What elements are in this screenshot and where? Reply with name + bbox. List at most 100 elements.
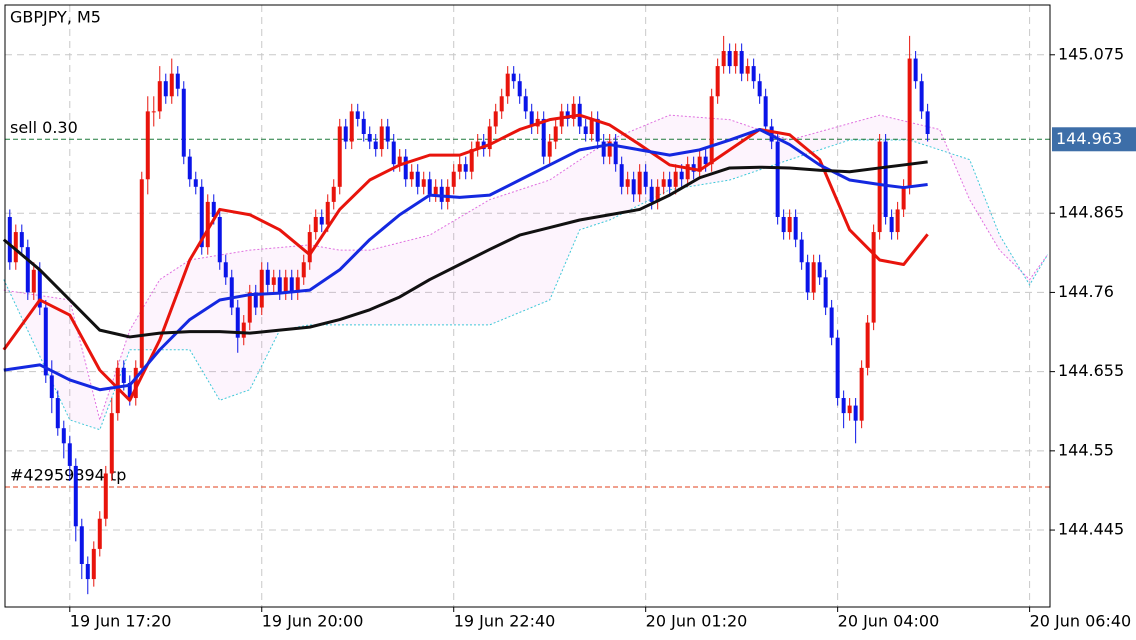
- candle-body: [259, 269, 264, 308]
- candle-body: [337, 126, 342, 187]
- candle-body: [319, 216, 324, 225]
- candle-body: [817, 262, 822, 278]
- candle-body: [847, 405, 852, 414]
- candle-body: [547, 141, 552, 157]
- candle-body: [745, 66, 750, 74]
- candle-body: [487, 126, 492, 150]
- candle-body: [145, 111, 150, 180]
- candle-body: [73, 465, 78, 527]
- candle-body: [115, 367, 120, 414]
- candle-body: [613, 141, 618, 165]
- level-label: #42959894 tp: [10, 466, 126, 485]
- candle-body: [235, 307, 240, 338]
- level-label: sell 0.30: [10, 118, 78, 137]
- candle-body: [871, 232, 876, 323]
- candle-body: [181, 88, 186, 157]
- candle-body: [205, 201, 210, 248]
- candle-body: [343, 126, 348, 142]
- candle-body: [31, 269, 36, 293]
- candle-body: [301, 262, 306, 278]
- candle-body: [865, 322, 870, 368]
- candle-body: [151, 111, 156, 113]
- candle-body: [217, 216, 222, 263]
- chart-title: GBPJPY, M5: [10, 8, 101, 27]
- candle-body: [211, 201, 216, 217]
- candle-body: [751, 66, 756, 82]
- candle-body: [877, 141, 882, 233]
- candle-body: [697, 156, 702, 172]
- candle-body: [193, 179, 198, 187]
- candle-body: [925, 111, 930, 134]
- candle-body: [511, 73, 516, 82]
- candle-body: [739, 51, 744, 74]
- candle-body: [775, 141, 780, 217]
- candle-body: [457, 164, 462, 172]
- candle-body: [601, 141, 606, 157]
- candle-body: [727, 51, 732, 67]
- candle-body: [685, 164, 690, 180]
- candle-body: [649, 186, 654, 202]
- candle-body: [25, 247, 30, 293]
- candle-body: [811, 262, 816, 293]
- candle-body: [91, 548, 96, 580]
- candle-body: [913, 58, 918, 82]
- candle-body: [361, 118, 366, 134]
- candle-body: [619, 164, 624, 187]
- candle-body: [391, 141, 396, 165]
- candle-body: [805, 262, 810, 293]
- candle-body: [757, 81, 762, 97]
- candle-body: [841, 398, 846, 414]
- plot-frame: [4, 4, 1051, 608]
- candle-body: [289, 277, 294, 293]
- y-tick-label: 144.445: [1058, 520, 1124, 539]
- candle-body: [85, 564, 90, 580]
- candle-body: [55, 398, 60, 429]
- y-tick-label: 144.865: [1058, 203, 1124, 222]
- candle-body: [253, 292, 258, 308]
- candle-body: [367, 134, 372, 142]
- candle-body: [7, 216, 12, 263]
- candle-body: [397, 156, 402, 165]
- candle-body: [403, 156, 408, 180]
- candle-body: [283, 277, 288, 293]
- candle-body: [433, 186, 438, 195]
- candle-body: [709, 96, 714, 165]
- candle-body: [427, 179, 432, 195]
- candle-body: [829, 307, 834, 338]
- candle-body: [133, 367, 138, 399]
- indicator-line: [2, 113, 929, 402]
- candle-body: [655, 186, 660, 202]
- candle-body: [889, 216, 894, 233]
- candle-body: [475, 141, 480, 150]
- candle-body: [415, 171, 420, 187]
- x-tick-label: 19 Jun 20:00: [262, 612, 364, 631]
- y-tick-label: 144.76: [1058, 282, 1114, 301]
- candle-body: [49, 375, 54, 399]
- candle-body: [13, 232, 18, 263]
- candle-body: [553, 126, 558, 142]
- candle-body: [853, 405, 858, 421]
- candle-body: [109, 413, 114, 474]
- y-tick-label: 144.655: [1058, 361, 1124, 380]
- price-box: [1052, 127, 1136, 152]
- candle-body: [325, 201, 330, 225]
- candle-body: [373, 141, 378, 150]
- candle-body: [493, 111, 498, 127]
- candle-body: [499, 96, 504, 112]
- candle-body: [895, 209, 900, 233]
- candle-body: [823, 277, 828, 308]
- candle-body: [793, 216, 798, 240]
- plot-layer: sell 0.30 #42959894 tp: [2, 5, 1050, 607]
- candle-body: [439, 186, 444, 202]
- candle-body: [385, 126, 390, 142]
- candle-body: [295, 277, 300, 293]
- candle-body: [187, 156, 192, 180]
- candle-body: [583, 126, 588, 134]
- candle-body: [19, 232, 24, 248]
- price-box-label: 144.963: [1056, 129, 1122, 148]
- candle-body: [103, 473, 108, 519]
- candle-body: [355, 111, 360, 119]
- candle-body: [673, 171, 678, 187]
- candle-body: [529, 111, 534, 127]
- y-tick-label: 144.55: [1058, 440, 1114, 459]
